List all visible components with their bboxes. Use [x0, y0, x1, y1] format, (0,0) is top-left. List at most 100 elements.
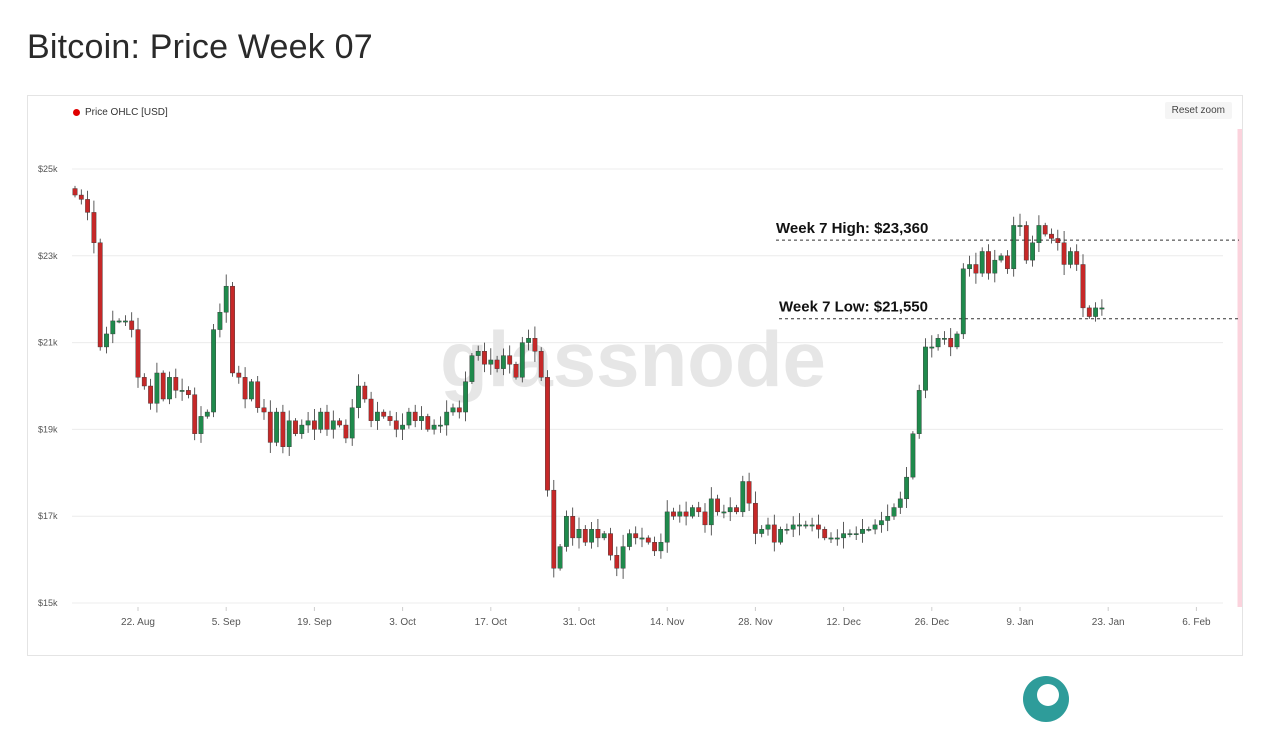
legend[interactable]: Price OHLC [USD]: [73, 107, 168, 118]
candle-body: [671, 511, 676, 517]
candle-body: [986, 251, 991, 274]
candle-body: [110, 320, 116, 335]
candle-body: [658, 542, 664, 552]
candle-body: [160, 372, 166, 400]
candle-body: [582, 529, 588, 543]
reset-zoom-button[interactable]: Reset zoom: [1164, 102, 1232, 119]
candle-body: [822, 529, 828, 539]
candle-body: [1061, 242, 1067, 265]
candle-body: [412, 411, 418, 421]
y-axis: $15k $17k $19k $21k $23k $25k: [38, 164, 58, 608]
candle-body: [280, 411, 286, 447]
candle-body: [148, 385, 154, 404]
x-tick-label: 28. Nov: [738, 617, 772, 628]
site-watermark: [1023, 676, 1069, 722]
candle-body: [696, 507, 702, 513]
annotation-label: Week 7 Low: $21,550: [779, 299, 928, 316]
candle-body: [897, 498, 903, 508]
candle-body: [595, 529, 601, 539]
candle-body: [910, 433, 916, 478]
candle-body: [1030, 242, 1036, 261]
candle-body: [501, 355, 506, 369]
candle-body: [78, 194, 84, 200]
candle-body: [759, 529, 765, 534]
y-tick-label: $19k: [38, 424, 58, 434]
candle-body: [91, 212, 97, 243]
candle-body: [1042, 225, 1048, 235]
candle-body: [362, 385, 368, 400]
candle-body: [242, 377, 248, 400]
candle-body: [891, 507, 897, 517]
x-tick-label: 14. Nov: [650, 617, 684, 628]
candle-body: [809, 524, 815, 527]
candle-body: [450, 407, 456, 413]
candle-body: [375, 411, 380, 421]
candle-body: [1036, 225, 1042, 243]
candle-body: [1049, 233, 1054, 239]
candle-body: [538, 351, 544, 378]
legend-marker: [73, 109, 80, 116]
candle-body: [967, 264, 973, 270]
candle-body: [217, 312, 223, 330]
candle-body: [312, 420, 317, 430]
candle-body: [356, 385, 361, 408]
candle-body: [841, 533, 847, 539]
candle-body: [431, 424, 437, 430]
candle-body: [916, 390, 922, 434]
candle-body: [393, 420, 399, 430]
candle-body: [1005, 255, 1010, 270]
candle-body: [211, 329, 216, 413]
candle-body: [639, 537, 645, 540]
candle-body: [721, 511, 727, 514]
price-chart[interactable]: $15k $17k $19k $21k $23k $25k 22. Aug 5. Sep 19…: [28, 96, 1242, 655]
candle-body: [330, 420, 336, 430]
y-tick-label: $23k: [38, 251, 58, 261]
candle-body: [368, 398, 374, 421]
candle-body: [204, 411, 210, 417]
candles: [72, 185, 1105, 579]
candle-body: [236, 372, 242, 378]
candle-body: [419, 416, 424, 421]
glassnode-watermark: glassnode: [440, 315, 826, 403]
candle-body: [1067, 251, 1073, 265]
candle-body: [885, 516, 891, 521]
x-tick-label: 17. Oct: [475, 617, 507, 628]
candle-body: [400, 424, 405, 430]
candle-body: [545, 377, 550, 491]
candle-body: [1017, 225, 1023, 227]
watermark-layer: glassnode: [440, 315, 826, 403]
candle-body: [129, 320, 135, 330]
candle-body: [715, 498, 721, 513]
candle-body: [274, 411, 279, 443]
candle-body: [1074, 251, 1080, 265]
candle-body: [318, 411, 324, 430]
candle-body: [652, 542, 658, 552]
x-tick-label: 5. Sep: [212, 617, 241, 628]
candle-body: [122, 320, 128, 323]
candle-body: [992, 259, 998, 274]
candle-body: [954, 333, 960, 348]
y-tick-label: $15k: [38, 598, 58, 608]
candle-body: [305, 420, 311, 426]
candle-body: [847, 533, 853, 535]
x-tick-label: 6. Feb: [1182, 617, 1211, 628]
candle-body: [784, 529, 790, 531]
candle-body: [765, 524, 771, 530]
candle-body: [1023, 225, 1029, 261]
candle-body: [576, 529, 582, 539]
x-tick-label: 23. Jan: [1092, 617, 1125, 628]
candle-body: [683, 511, 689, 517]
candle-body: [286, 420, 292, 447]
candle-body: [627, 533, 632, 547]
candle-body: [324, 411, 330, 430]
candle-body: [746, 481, 752, 504]
candle-body: [526, 338, 531, 343]
candle-body: [727, 507, 733, 513]
candle-body: [853, 533, 859, 535]
x-tick-label: 22. Aug: [121, 617, 155, 628]
candle-body: [702, 511, 708, 526]
x-tick-label: 26. Dec: [915, 617, 949, 628]
candle-body: [230, 285, 235, 374]
candle-body: [816, 524, 821, 530]
candle-body: [456, 407, 462, 413]
